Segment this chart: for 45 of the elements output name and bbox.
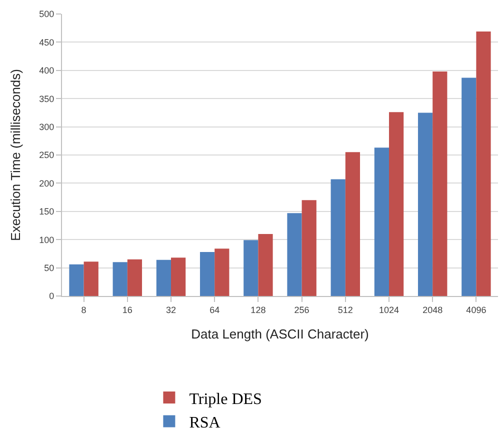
x-axis-title: Data Length (ASCII Character) bbox=[191, 326, 369, 342]
y-tick-label: 250 bbox=[39, 150, 54, 160]
bar bbox=[127, 259, 142, 296]
bar bbox=[330, 179, 346, 296]
bar bbox=[302, 200, 316, 296]
y-tick-label: 450 bbox=[39, 37, 54, 48]
legend-label: RSA bbox=[189, 414, 221, 432]
bar bbox=[345, 152, 360, 296]
y-tick-label: 0 bbox=[49, 291, 54, 302]
bar bbox=[418, 112, 433, 296]
bar bbox=[200, 252, 215, 296]
bar bbox=[214, 248, 230, 296]
bar bbox=[287, 213, 302, 296]
bar bbox=[69, 264, 84, 296]
x-tick-label: 16 bbox=[122, 304, 132, 315]
x-tick-label: 4096 bbox=[466, 304, 486, 315]
x-tick-label: 8 bbox=[81, 304, 86, 315]
bar bbox=[171, 258, 186, 296]
y-tick-label: 50 bbox=[44, 262, 54, 273]
x-tick-label: 64 bbox=[210, 304, 220, 315]
y-tick-label: 150 bbox=[39, 206, 54, 217]
x-tick-label: 256 bbox=[294, 304, 310, 315]
bar bbox=[156, 260, 171, 296]
y-tick-label: 200 bbox=[39, 178, 54, 188]
bar bbox=[374, 148, 389, 296]
legend-label: Triple DES bbox=[189, 390, 262, 408]
x-tick-label: 512 bbox=[338, 304, 353, 315]
y-tick-label: 300 bbox=[39, 122, 54, 132]
bar bbox=[112, 262, 128, 296]
x-tick-label: 1024 bbox=[378, 304, 400, 315]
bar bbox=[258, 234, 273, 296]
bar bbox=[244, 240, 258, 296]
bar bbox=[462, 78, 476, 296]
y-axis-title: Execution Time (milliseconds) bbox=[8, 69, 24, 241]
bar bbox=[84, 262, 98, 296]
y-tick-label: 100 bbox=[39, 234, 54, 245]
x-tick-label: 32 bbox=[166, 304, 176, 315]
y-tick-label: 400 bbox=[39, 66, 54, 76]
bar bbox=[389, 112, 404, 296]
bar bbox=[432, 72, 448, 296]
x-tick-label: 128 bbox=[250, 304, 266, 315]
y-tick-label: 500 bbox=[39, 9, 54, 20]
y-tick-label: 350 bbox=[39, 94, 54, 104]
x-tick-label: 2048 bbox=[422, 304, 443, 315]
bar bbox=[476, 31, 491, 296]
